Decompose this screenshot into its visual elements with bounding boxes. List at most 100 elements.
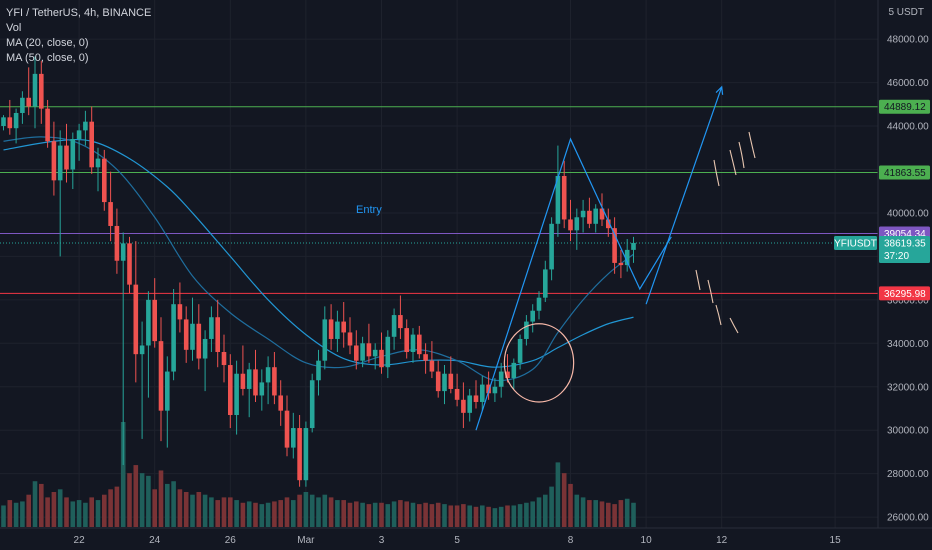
volume-bar [461,504,466,527]
candle-body [209,317,214,339]
candle [335,310,340,352]
candle [360,336,365,368]
hand-drawn-stroke [715,304,722,326]
volume-bar [404,501,409,527]
volume-bar [360,502,365,527]
time-tick-label: Mar [297,535,315,546]
candle [51,121,57,196]
candle-body [1,117,6,127]
volume-bar [158,470,164,527]
current-price-text: 38619.35 [884,238,926,249]
candle [253,349,258,402]
symbol-title[interactable]: YFI / TetherUS, 4h, BINANCE [6,7,152,19]
candle [76,123,82,161]
legend-vol[interactable]: Vol [6,22,22,34]
candle [165,356,170,448]
volume-bar [297,494,302,527]
volume-bar [221,497,227,527]
candle [498,362,504,398]
candle [215,299,220,368]
legend-ma20[interactable]: MA (20, close, 0) [6,37,89,49]
volume-bar [398,500,403,527]
candle-body [114,225,120,261]
candle-body [335,321,340,339]
candle [20,91,25,124]
candle-body [120,243,126,261]
volume-bar [45,497,50,527]
volume-bar [587,500,592,527]
drawings: Entry [356,85,756,431]
volume-bar [228,497,233,527]
candle-body [228,365,233,416]
volume-bar [190,494,195,527]
volume-bar [549,486,554,527]
candles [1,56,636,487]
candle [517,334,523,370]
candle [580,199,586,233]
volume-bar [240,502,246,527]
candle [259,369,265,411]
candle [139,321,145,439]
candle-body [543,269,548,298]
candle-body [158,341,164,411]
candle [209,306,214,352]
candle-body [70,139,76,170]
candle-body [76,130,82,140]
legend-ma50[interactable]: MA (50, close, 0) [6,52,89,64]
volume-bar [341,500,346,527]
candle [303,421,309,487]
price-axis[interactable]: 5 USDT 26000.00 28000.00 30000.00 32000.00 34… [834,0,932,550]
volume-bar [335,500,340,527]
candle [561,160,567,229]
volume-bar [303,492,309,527]
volume-bar [291,500,296,527]
candle-body [165,371,170,411]
volume-bar [26,494,31,527]
candle [417,325,422,359]
candle-body [316,360,321,381]
candle-body [536,297,542,311]
candle [543,260,548,303]
volume-bar [442,504,447,527]
target-arrow-head [715,85,724,95]
candle-body [631,242,636,250]
volume-bar [473,506,479,527]
ma50-line [3,138,634,368]
candle-countdown: 37:20 [884,251,909,262]
candle-body [20,97,25,113]
candle [291,412,296,459]
candle [133,241,139,383]
candle [612,217,617,274]
price-tick-label: 28000.00 [887,469,929,480]
volume-bar [322,494,328,527]
chart-legend: YFI / TetherUS, 4h, BINANCE Vol MA (20, … [6,6,151,66]
volume-bar [511,505,517,527]
hand-drawn-stroke [729,317,739,334]
volume-bar [543,494,548,527]
candle [599,193,605,226]
candle-body [391,315,397,337]
volume-bar [612,504,617,527]
candle-body [297,428,302,481]
candle-body [385,336,391,368]
candle-body [202,338,208,359]
time-axis[interactable]: 22 24 26 Mar 3 5 8 10 12 15 [0,527,932,550]
candle-body [505,371,510,379]
volume-bar [209,497,214,527]
price-tick-label: 46000.00 [887,78,929,89]
candle-body [599,208,605,220]
candle [120,232,126,465]
level-tag-red-text: 36295.98 [884,289,926,300]
hand-drawn-stroke [713,159,720,187]
candle [127,236,132,294]
candle [429,341,435,379]
volume-bar [51,492,57,527]
candle-body [448,373,454,389]
candle-body [498,371,504,387]
volume-bar [57,489,63,527]
candle [574,208,580,250]
volume-bar [284,497,290,527]
volume-bar [183,492,189,527]
ma20-line [3,136,634,382]
